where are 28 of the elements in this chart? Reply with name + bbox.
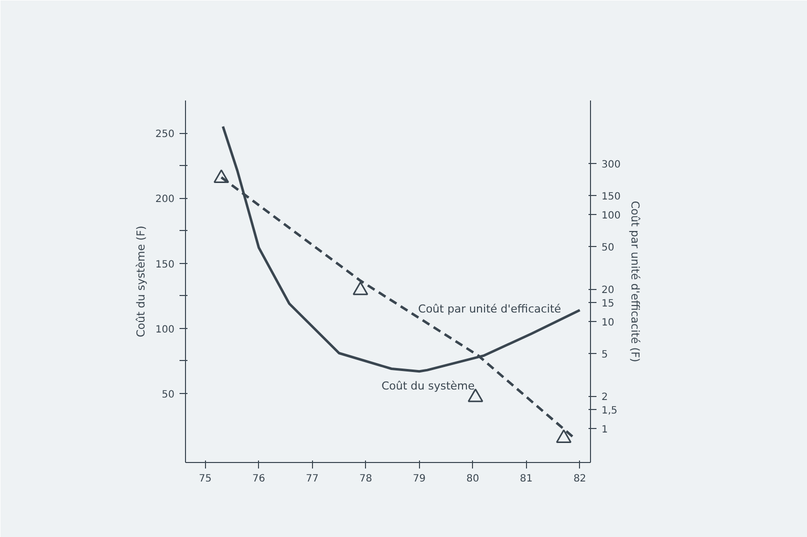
x-tick-label: 78 — [359, 474, 372, 484]
series-label: Coût par unité d'efficacité — [418, 302, 562, 316]
x-tick-label: 81 — [520, 474, 533, 484]
x-tick-label: 76 — [252, 474, 266, 484]
y2-tick-label: 150 — [602, 192, 621, 203]
y2-tick-label: 1,5 — [602, 406, 618, 417]
y-tick-label: 100 — [155, 324, 175, 336]
y2-tick-label: 15 — [602, 298, 614, 310]
y2-tick-label: 2 — [602, 392, 608, 404]
y2-tick-label: 20 — [602, 285, 614, 296]
y-tick-label: 50 — [162, 389, 175, 400]
y2-tick-label: 100 — [602, 210, 621, 222]
y-tick-label: 250 — [155, 129, 175, 140]
y2-tick-label: 5 — [602, 350, 608, 361]
series-label: Coût du système — [381, 380, 475, 393]
x-tick-label: 79 — [412, 474, 426, 484]
y-axis-title: Coût du système (F) — [134, 226, 148, 338]
y2-tick-label: 10 — [602, 317, 614, 328]
x-tick-label: 82 — [573, 474, 586, 484]
y2-tick-label: 50 — [602, 242, 614, 254]
x-tick-label: 80 — [466, 474, 480, 484]
y-tick-label: 150 — [155, 259, 175, 270]
y2-tick-label: 1 — [602, 424, 608, 436]
y2-axis-title: Coût par unité d'efficacité (F) — [628, 200, 642, 362]
y2-tick-label: 300 — [602, 159, 621, 170]
y-tick-label: 200 — [155, 194, 175, 206]
x-tick-label: 77 — [306, 474, 319, 484]
x-tick-label: 75 — [198, 474, 212, 484]
